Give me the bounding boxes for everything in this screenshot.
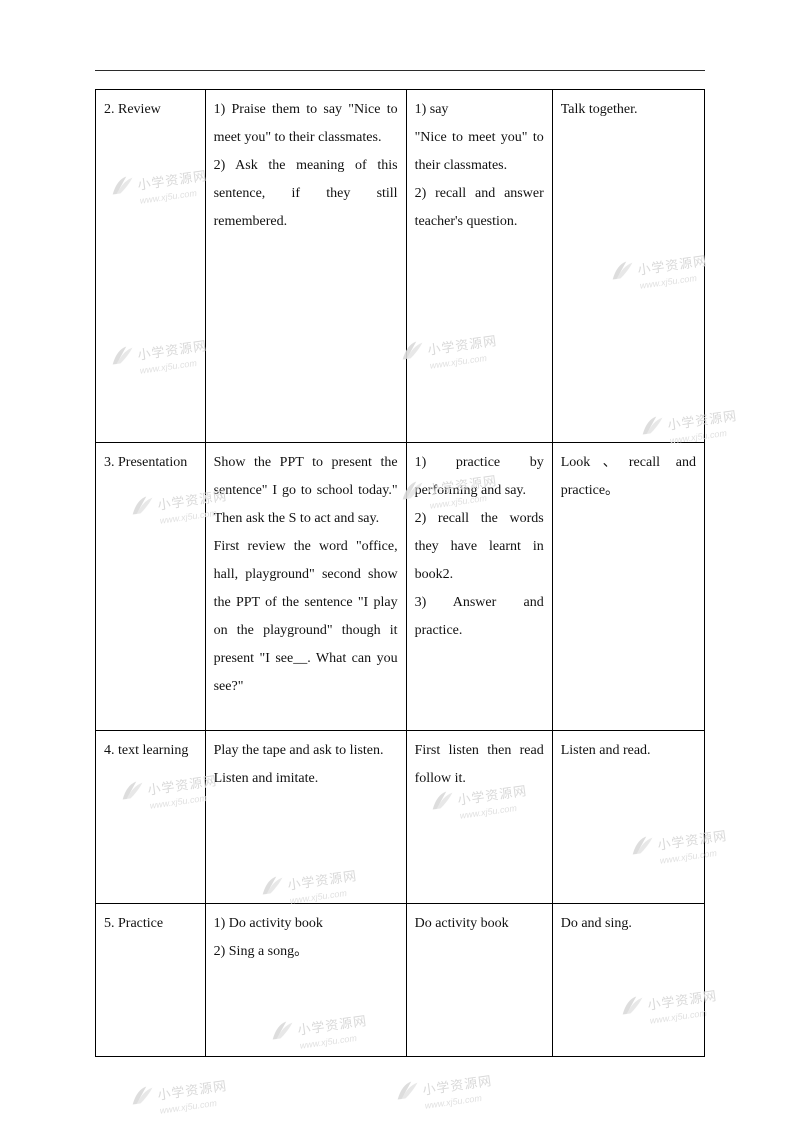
cell-student: 1) say"Nice to meet you" to their classm… xyxy=(406,90,552,443)
cell-text: 1) practice by performing and say.2) rec… xyxy=(415,455,544,638)
cell-purpose: Look、recall and practice。 xyxy=(552,443,704,731)
cell-teacher: 1) Praise them to say "Nice to meet you"… xyxy=(205,90,406,443)
cell-text: Listen and read. xyxy=(561,743,651,758)
table-row: 4. text learning Play the tape and ask t… xyxy=(96,731,705,904)
lesson-plan-table: 2. Review 1) Praise them to say "Nice to… xyxy=(95,89,705,1057)
table-body: 2. Review 1) Praise them to say "Nice to… xyxy=(96,90,705,1057)
cell-step: 5. Practice xyxy=(96,904,206,1057)
cell-text: 4. text learning xyxy=(104,743,188,758)
table-row: 3. Presentation Show the PPT to present … xyxy=(96,443,705,731)
cell-student: First listen then read follow it. xyxy=(406,731,552,904)
cell-text: Do activity book xyxy=(415,916,509,931)
cell-text: First listen then read follow it. xyxy=(415,743,544,786)
cell-text: 3. Presentation xyxy=(104,455,187,470)
cell-purpose: Talk together. xyxy=(552,90,704,443)
cell-purpose: Do and sing. xyxy=(552,904,704,1057)
cell-text: 1) Praise them to say "Nice to meet you"… xyxy=(214,102,398,229)
cell-step: 2. Review xyxy=(96,90,206,443)
cell-student: Do activity book xyxy=(406,904,552,1057)
cell-text: Look、recall and practice。 xyxy=(561,455,696,498)
watermark-text-url: www.xj5u.com xyxy=(424,1091,495,1111)
cell-text: Play the tape and ask to listen.Listen a… xyxy=(214,743,384,786)
leaf-icon xyxy=(393,1078,422,1106)
watermark: 小学资源网www.xj5u.com xyxy=(128,1073,230,1119)
cell-student: 1) practice by performing and say.2) rec… xyxy=(406,443,552,731)
cell-step: 4. text learning xyxy=(96,731,206,904)
watermark-text-url: www.xj5u.com xyxy=(159,1096,230,1116)
cell-text: Do and sing. xyxy=(561,916,632,931)
cell-text: Talk together. xyxy=(561,102,638,117)
cell-text: Show the PPT to present the sentence" I … xyxy=(214,455,398,694)
cell-text: 5. Practice xyxy=(104,916,163,931)
cell-step: 3. Presentation xyxy=(96,443,206,731)
cell-teacher: Play the tape and ask to listen.Listen a… xyxy=(205,731,406,904)
document-page: 2. Review 1) Praise them to say "Nice to… xyxy=(0,0,800,1132)
table-row: 2. Review 1) Praise them to say "Nice to… xyxy=(96,90,705,443)
leaf-icon xyxy=(128,1083,157,1111)
cell-text: 1) Do activity book2) Sing a song。 xyxy=(214,916,323,959)
watermark: 小学资源网www.xj5u.com xyxy=(393,1068,495,1114)
top-horizontal-rule xyxy=(95,70,705,71)
cell-teacher: 1) Do activity book2) Sing a song。 xyxy=(205,904,406,1057)
watermark-text-cn: 小学资源网 xyxy=(157,1078,228,1103)
watermark-text-cn: 小学资源网 xyxy=(422,1073,493,1098)
cell-purpose: Listen and read. xyxy=(552,731,704,904)
cell-teacher: Show the PPT to present the sentence" I … xyxy=(205,443,406,731)
cell-text: 1) say"Nice to meet you" to their classm… xyxy=(415,102,544,229)
table-row: 5. Practice 1) Do activity book2) Sing a… xyxy=(96,904,705,1057)
cell-text: 2. Review xyxy=(104,102,161,117)
